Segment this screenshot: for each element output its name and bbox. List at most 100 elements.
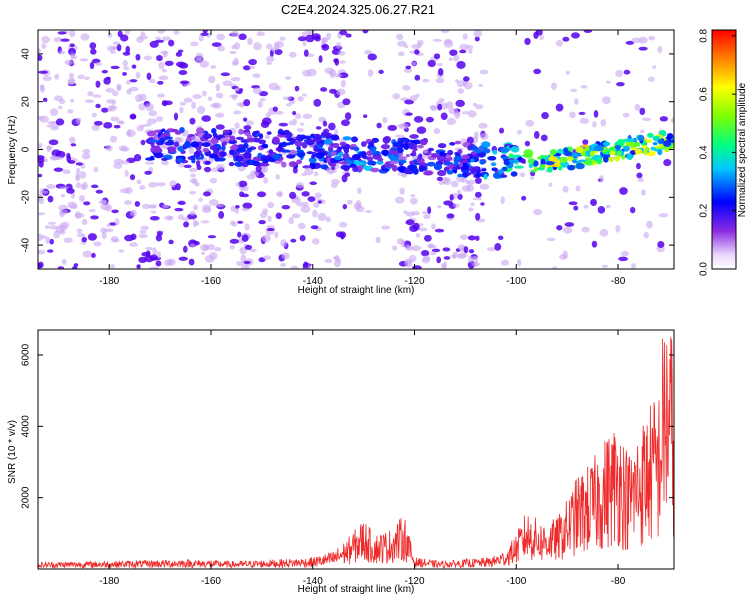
spectrogram-noise-blob [57,31,67,35]
spectrogram-noise-blob [208,75,216,84]
spectrogram-noise-blob [70,98,75,103]
spectrogram-noise-blob [252,87,262,95]
spectrogram-signal-blob [437,143,447,149]
spectrogram-noise-blob [357,187,362,195]
spectrogram-noise-blob [575,185,581,192]
spectrogram-noise-blob [148,266,159,269]
spectrogram-noise-blob [242,202,253,209]
spectrogram-noise-blob [423,214,431,220]
spectrogram-signal-blob [540,164,546,169]
spectrogram-noise-blob [580,85,588,89]
spectrogram-noise-blob [110,65,120,70]
spectrogram-noise-blob [275,212,282,220]
spectrogram-noise-blob [289,191,297,200]
spectrogram-noise-blob [203,166,212,173]
spectrogram-noise-blob [49,155,58,161]
spectrogram-noise-blob [122,71,127,76]
spectrogram-noise-blob [123,66,130,71]
spectrogram-noise-blob [412,61,417,66]
spectrogram-noise-blob [657,241,665,248]
spectrogram-noise-blob [81,236,88,243]
spectrogram-signal-blob [234,155,245,162]
spectrogram-signal-blob [177,145,185,152]
spectrogram-noise-blob [78,194,85,202]
spectrogram-noise-blob [235,204,240,209]
spectrogram-signal-blob [380,144,391,150]
spectrogram-noise-blob [290,238,297,243]
spectrogram-noise-blob [437,205,442,209]
spectrogram-noise-blob [38,142,43,149]
spectrogram-signal-blob [461,159,469,163]
spectrogram-signal-blob [498,169,504,175]
spectrogram-signal-blob [449,141,456,146]
spectrogram-signal-blob [330,166,336,171]
spectrogram-noise-blob [138,93,147,102]
spectrogram-noise-blob [292,118,297,126]
spectrogram-signal-blob [589,150,595,157]
spectrogram-noise-blob [174,136,182,143]
spectrogram-noise-blob [440,263,446,269]
spectrogram-noise-blob [135,71,141,79]
spectrogram-noise-blob [555,39,563,47]
spectrogram-noise-blob [60,193,66,198]
spectrogram-signal-blob [617,138,625,146]
spectrogram-signal-blob [593,145,604,152]
spectrogram-noise-blob [458,252,468,258]
spectrogram-noise-blob [302,41,307,47]
spectrogram-noise-blob [196,106,206,114]
spectrogram-noise-blob [497,235,504,240]
spectrogram-signal-blob [508,153,515,160]
spectrogram-signal-blob [351,136,358,143]
spectrogram-noise-blob [134,201,141,207]
spectrogram-noise-blob [265,112,271,118]
spectrogram-noise-blob [309,181,318,186]
spectrogram-noise-blob [72,266,78,269]
snr-y-label: SNR (10 * v/v) [7,420,18,484]
spectrogram-noise-blob [124,169,129,177]
spectrogram-noise-blob [54,73,60,80]
spectrogram-signal-blob [296,134,303,142]
spectrogram-noise-blob [244,244,253,250]
spectrogram-noise-blob [297,96,304,102]
spectrogram-noise-blob [88,208,96,213]
spectrogram-noise-blob [103,77,111,85]
spectrogram-noise-blob [63,237,73,243]
spectrogram-signal-blob [423,170,433,176]
spectrogram-noise-blob [101,69,109,74]
spectrogram-noise-blob [241,234,249,242]
spectrogram-noise-blob [156,182,166,187]
spectrogram-noise-blob [156,54,163,62]
spectrogram-noise-blob [274,231,279,239]
spectrogram-signal-blob [163,136,173,140]
spectrogram-noise-blob [573,205,579,211]
spectrogram-signal-blob [190,155,196,160]
spectrogram-noise-blob [320,87,328,92]
spectrogram-noise-blob [443,256,451,260]
spectrogram-noise-blob [38,194,43,202]
spectrogram-noise-blob [118,145,128,152]
spectrogram-signal-blob [323,138,333,145]
spectrogram-signal-blob [626,153,634,161]
spectrogram-noise-blob [38,212,46,216]
spectrogram-noise-blob [39,115,49,123]
spectrogram-noise-blob [237,231,242,238]
spectrogram-signal-blob [261,143,269,149]
spectrogram-signal-blob [408,142,418,150]
spectrogram-noise-blob [42,97,48,103]
spectrogram-noise-blob [336,258,341,263]
spectrogram-noise-blob [156,231,163,237]
spectrogram-noise-blob [111,99,117,106]
spectrogram-noise-blob [38,160,44,168]
spectrogram-noise-blob [258,220,266,225]
spectrogram-noise-blob [463,81,473,90]
spectrogram-noise-blob [47,195,54,203]
spectrogram-noise-blob [280,262,287,268]
spectrogram-noise-blob [76,232,86,238]
spectrogram-signal-blob [446,170,454,175]
spectrogram-noise-blob [84,76,90,81]
spectrogram-noise-blob [51,149,62,157]
spectrogram-noise-blob [200,32,209,37]
spectrogram-y-tick-label: -20 [21,190,32,205]
spectrogram-noise-blob [409,95,418,102]
spectrogram-noise-blob [41,43,47,49]
